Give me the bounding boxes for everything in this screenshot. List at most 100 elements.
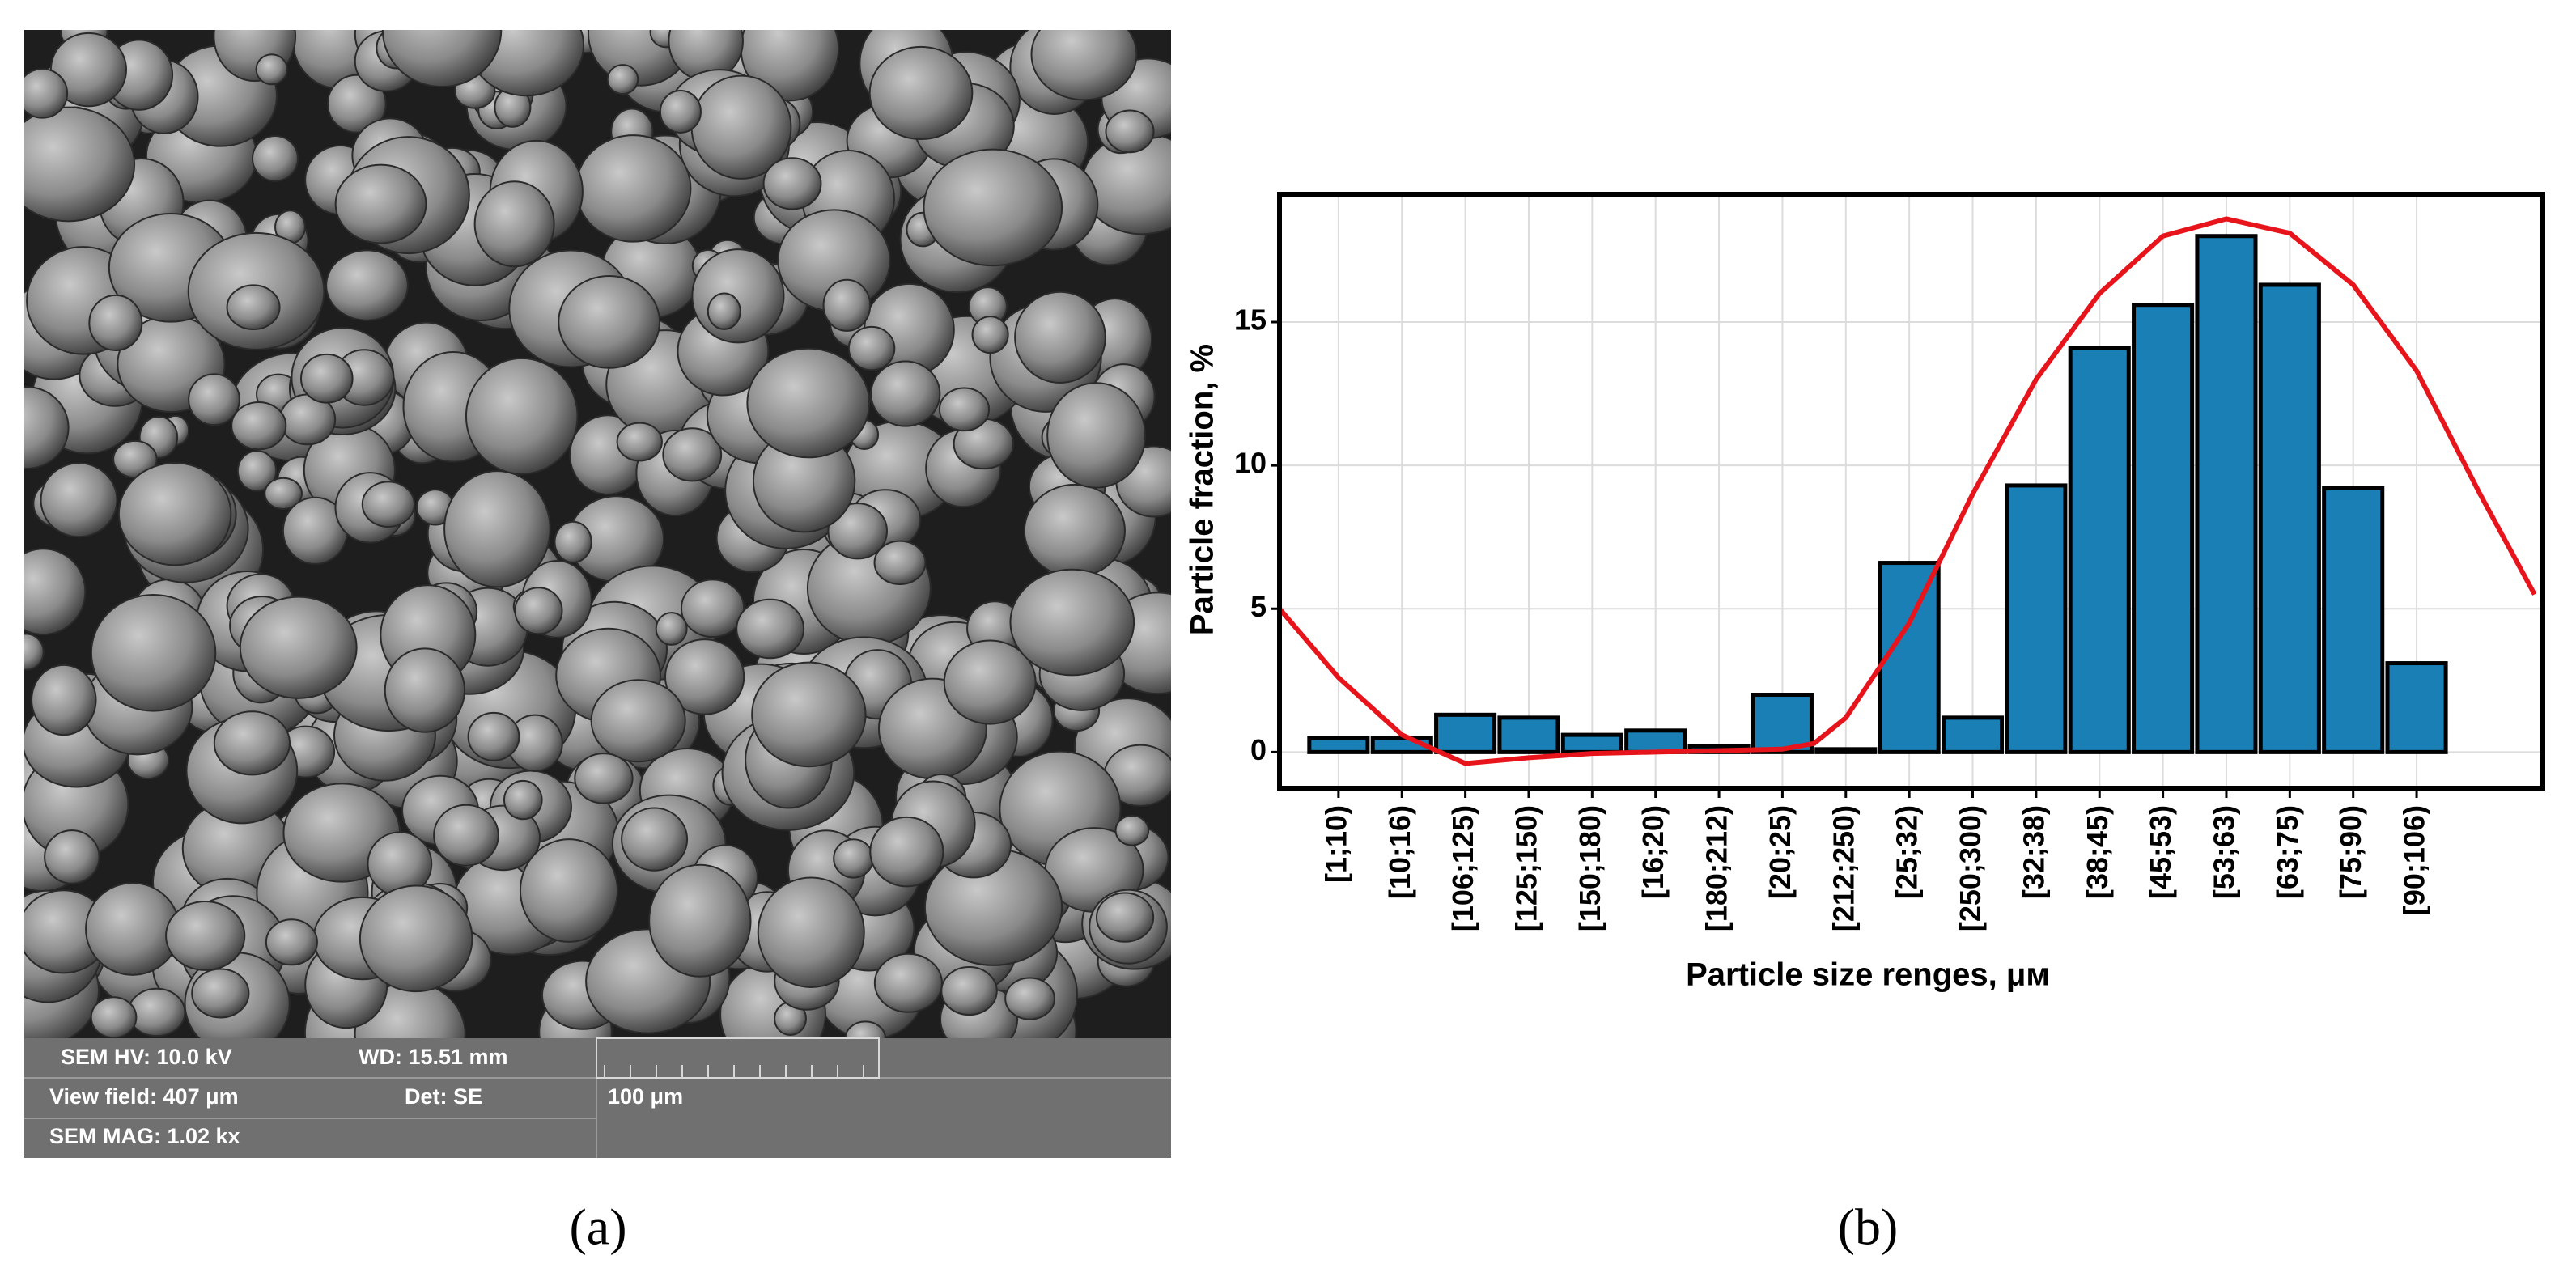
particle [325,249,409,321]
x-tick-label: [212;250) [1827,805,1860,931]
particle [822,278,872,332]
particle [24,548,87,636]
y-tick-label: 5 [1250,590,1267,623]
particle [359,884,473,993]
particle [44,829,100,884]
particle [265,918,318,966]
particle [1014,291,1106,384]
x-tick-label: [180;212) [1700,805,1734,931]
x-tick-label: [250;300) [1954,805,1987,931]
particle [443,470,551,588]
particle [873,540,927,586]
particle [590,679,686,763]
particle [24,386,70,470]
bar [2132,303,2195,754]
x-tick-label: [150;180) [1573,805,1606,931]
y-axis-label: Particle fraction, % [1185,344,1220,635]
particle [85,882,180,976]
particle [519,838,618,943]
particle [264,477,303,510]
particle [231,401,287,451]
particle [117,462,232,566]
y-tick-label: 15 [1234,303,1267,337]
particle [616,422,663,462]
particle [1046,382,1146,489]
particle [736,598,805,660]
particle [1114,815,1150,846]
x-tick-label: [63;75) [2271,805,2304,899]
particle [655,612,688,646]
fit-curve [1277,216,2537,766]
particle [213,710,291,776]
particle [1009,568,1135,677]
bar [1941,715,2005,754]
particle [467,711,520,761]
particle [870,360,941,427]
bar [1307,736,1370,754]
particle [971,316,1009,354]
particle [327,74,387,134]
particle [1096,892,1155,943]
scale-bar-label: 100 μm [608,1084,683,1109]
particle [334,163,427,244]
particle [746,347,871,459]
x-tick-label: [1;10) [1319,805,1352,883]
sem-image-panel: SEM HV: 10.0 kV WD: 15.51 mm View field:… [24,30,1171,1158]
particle [940,966,998,1016]
particle [191,968,250,1019]
particle [239,596,358,699]
particle [943,639,1037,725]
x-tick-label: [16;20) [1636,805,1670,899]
particle [574,753,634,804]
particle [90,593,217,712]
particle [833,838,874,879]
x-tick-label: [53;63) [2207,805,2240,899]
x-tick-label: [38;45) [2081,805,2114,899]
x-tick-label: [10;16) [1383,805,1416,899]
particle [554,520,592,563]
particle [751,661,867,768]
particle [299,353,354,404]
particle [664,638,745,715]
particle [381,30,503,88]
particle [923,148,1063,267]
particle [31,664,97,736]
particle [188,373,240,426]
bar [2322,486,2385,754]
particle [662,427,723,482]
y-tick-label: 10 [1234,447,1267,480]
particle [868,45,974,141]
particle [869,816,944,888]
particle [707,292,741,330]
particles [24,30,1171,1038]
particle [127,987,186,1037]
sem-info-bar [24,1038,1171,1158]
particle [24,633,45,671]
particle [88,294,143,351]
particle [668,30,744,82]
bar [1878,561,1941,754]
particle [680,579,745,638]
plot-frame [1277,192,2545,791]
chart: 0 5 10 15 [1;10) [10;16) [106;125) [125;150) [15… [1185,192,2545,993]
particle [575,134,692,243]
bar [1560,732,1623,754]
bar [2385,661,2448,754]
particle [90,996,138,1038]
particle [165,900,246,971]
particle [757,876,865,988]
particle [24,68,69,119]
particle [24,106,136,223]
bar [1624,728,1687,754]
particle [473,180,555,268]
x-tick-label: [32;38) [2017,805,2050,899]
particle [558,274,661,369]
x-tick-label: [90;106) [2398,805,2431,915]
particle [503,779,543,821]
particle [938,387,991,432]
particle [384,647,466,733]
sem-view-field: View field: 407 μm [49,1084,239,1109]
particle [40,462,118,538]
panel-label: (a) [569,1198,626,1256]
